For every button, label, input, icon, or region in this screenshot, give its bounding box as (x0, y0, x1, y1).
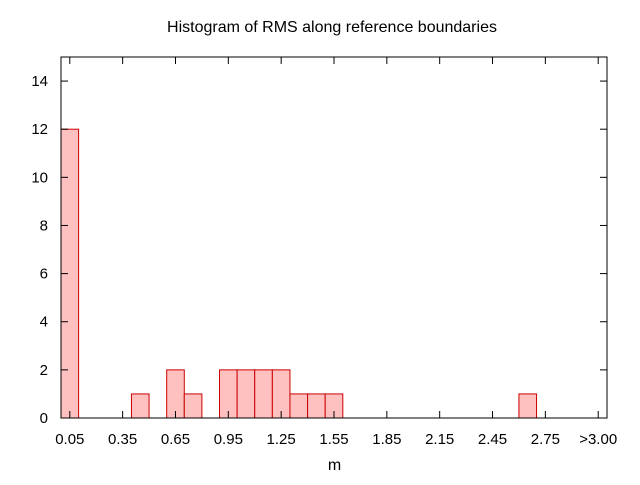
x-axis-label: m (328, 457, 341, 474)
histogram-bar (219, 369, 238, 419)
y-tick-label: 8 (40, 217, 48, 234)
chart-title: Histogram of RMS along reference boundar… (167, 19, 497, 36)
x-tick-label: 2.75 (531, 431, 560, 448)
y-tick-label: 2 (40, 362, 48, 379)
histogram-bar (518, 393, 538, 419)
y-tick-label: 12 (31, 121, 48, 138)
y-tick-label: 4 (40, 314, 48, 331)
histogram-bar (289, 393, 309, 419)
y-tick-label: 14 (31, 73, 48, 90)
x-tick-label: >3.00 (579, 431, 617, 448)
histogram-bar (271, 369, 291, 419)
histogram-bar (183, 393, 203, 419)
histogram-bar (130, 393, 150, 419)
histogram-bar (254, 369, 273, 419)
x-tick-label: 1.25 (267, 431, 296, 448)
x-tick-label: 1.55 (319, 431, 348, 448)
x-tick-label: 0.65 (161, 431, 190, 448)
x-tick-label: 0.05 (55, 431, 84, 448)
histogram-bar (166, 369, 185, 419)
y-tick-label: 10 (31, 169, 48, 186)
x-tick-label: 2.45 (478, 431, 507, 448)
x-tick-label: 2.15 (425, 431, 454, 448)
ticks-layer: 0 2 4 6 8 10 12 14 0.05 0.35 0.65 0.95 1.25 1.55 1.85 2… (31, 57, 617, 448)
x-tick-label: 0.35 (108, 431, 137, 448)
x-tick-label: 1.85 (372, 431, 401, 448)
histogram-bar (307, 393, 326, 419)
bars-layer (60, 128, 538, 419)
histogram-bar (236, 369, 256, 419)
y-tick-label: 0 (40, 410, 48, 427)
y-tick-label: 6 (40, 266, 48, 283)
plot-frame (60, 56, 608, 419)
x-tick-label: 0.95 (214, 431, 243, 448)
